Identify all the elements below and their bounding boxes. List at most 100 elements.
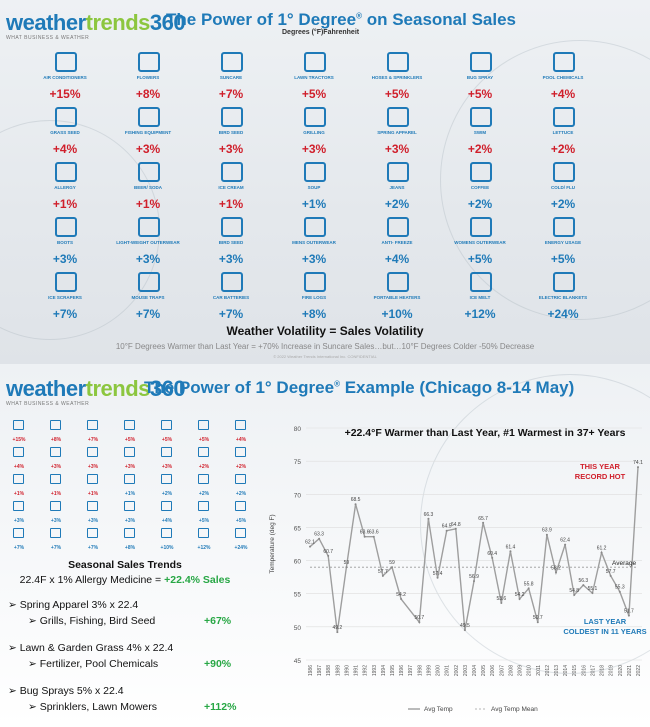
mini-product-pct: +1% [87, 491, 99, 497]
product-icon [221, 217, 243, 237]
product-label: BUG SPRAY [466, 75, 494, 80]
mini-product-pct: +4% [161, 518, 173, 524]
data-label: 60.7 [323, 549, 333, 555]
product-label: ALLERGY [54, 185, 76, 190]
mini-product-pct: +1% [50, 491, 62, 497]
data-label: 63.9 [542, 528, 552, 534]
mini-product-icon [124, 501, 135, 511]
mini-product-cell: +5% [226, 501, 256, 529]
product-cell: POOL CHEMICALS +4% [524, 52, 602, 108]
annotation-this-year: THIS YEAR [580, 462, 620, 471]
data-label: 66.3 [424, 512, 434, 518]
data-label: 59 [344, 560, 350, 566]
data-point [418, 621, 421, 624]
data-point [637, 466, 639, 469]
mini-product-pct: +7% [87, 437, 99, 443]
product-label: AIR CONDITIONERS [43, 75, 87, 80]
mini-product-pct: +2% [235, 491, 247, 497]
product-label: WOMENS OUTERWEAR [454, 240, 506, 245]
product-label: LETTUCE [552, 130, 574, 135]
y-tick-label: 55 [294, 592, 302, 599]
product-cell: LIGHT-WEIGHT OUTERWEAR +3% [109, 217, 187, 273]
product-cell: SOUP +1% [275, 162, 353, 218]
x-tick-label: 1990 [344, 665, 350, 676]
mini-product-pct: +3% [124, 464, 136, 470]
mini-product-cell: +2% [226, 447, 256, 475]
series-line-avg-temp [309, 467, 639, 633]
product-label: GRILLING [303, 130, 325, 135]
product-icon [55, 217, 77, 237]
product-label: HOSES & SPRINKLERS [371, 75, 423, 80]
product-pct: +2% [550, 197, 576, 211]
product-label: JEANS [389, 185, 405, 190]
product-cell: CAR BATTERIES +7% [192, 272, 270, 328]
data-point [309, 545, 311, 548]
mini-product-cell: +3% [152, 447, 182, 475]
seasonal-sales-panel: weathertrends360 WHAT BUSINESS & WEATHER… [0, 0, 650, 364]
product-pct: +3% [135, 142, 161, 156]
product-cell: HOSES & SPRINKLERS +5% [358, 52, 436, 108]
product-label: SUNCARE [219, 75, 243, 80]
product-pct: +4% [550, 87, 576, 101]
product-pct: +5% [467, 252, 493, 266]
product-label: LIGHT-WEIGHT OUTERWEAR [116, 240, 180, 245]
trend-group-sub: ➢ Grills, Fishing, Bird Seed [28, 615, 156, 627]
product-cell: LETTUCE +2% [524, 107, 602, 163]
data-label: 58.2 [551, 566, 561, 572]
mini-product-pct: +3% [50, 518, 62, 524]
mini-product-icon [198, 528, 209, 538]
data-point [591, 592, 594, 595]
seasonal-sales-trends: Seasonal Sales Trends 22.4F x 1% Allergy… [0, 559, 260, 719]
mini-product-pct: +12% [197, 545, 211, 551]
data-point [618, 590, 621, 593]
product-icon [553, 217, 575, 237]
brand-logo: weathertrends360 WHAT BUSINESS & WEATHER [6, 10, 186, 41]
x-tick-label: 1995 [390, 665, 396, 676]
chicago-example-panel: weathertrends360 WHAT BUSINESS & WEATHER… [0, 364, 650, 726]
mini-product-pct: +7% [87, 545, 99, 551]
data-point [363, 535, 366, 538]
mini-product-icon [235, 474, 246, 484]
mini-product-cell: +2% [152, 474, 182, 502]
data-label: 54.2 [515, 592, 525, 598]
x-tick-label: 2003 [463, 665, 469, 676]
product-pct: +1% [301, 197, 327, 211]
data-point [427, 517, 430, 520]
product-label: FLOWERS [136, 75, 160, 80]
data-label: 57.7 [606, 569, 616, 575]
trend-group-sub: ➢ Sprinklers, Lawn Mowers [28, 701, 158, 713]
mini-product-cell: +8% [41, 420, 71, 448]
x-tick-label: 2013 [554, 665, 560, 676]
product-cell: ELECTRIC BLANKETS +24% [524, 272, 602, 328]
x-tick-label: 1988 [326, 665, 332, 676]
product-cell: ENERGY USAGE +5% [524, 217, 602, 273]
product-pct: +1% [52, 197, 78, 211]
product-label: ICE MELT [469, 295, 491, 300]
mini-product-icon [50, 501, 61, 511]
mini-product-pct: +2% [198, 491, 210, 497]
x-tick-label: 1998 [417, 665, 423, 676]
trends-heading: Seasonal Sales Trends [68, 559, 182, 571]
mini-product-pct: +3% [87, 518, 99, 524]
product-cell: ICE CREAM +1% [192, 162, 270, 218]
product-cell: GRILLING +3% [275, 107, 353, 163]
product-icon [470, 217, 492, 237]
mini-product-pct: +5% [198, 518, 210, 524]
mini-product-pct: +2% [161, 491, 173, 497]
data-label: 68.5 [351, 497, 361, 503]
product-icon [553, 162, 575, 182]
product-label: CAR BATTERIES [212, 295, 250, 300]
mini-product-pct: +3% [50, 464, 62, 470]
mini-product-cell: +1% [41, 474, 71, 502]
annotation-average: Average [612, 560, 636, 567]
data-point [454, 527, 457, 530]
mini-product-icon [13, 420, 24, 430]
product-pct: +5% [301, 87, 327, 101]
data-point [354, 503, 357, 506]
x-tick-label: 2002 [454, 665, 460, 676]
x-tick-label: 1987 [317, 665, 323, 676]
x-tick-label: 1994 [381, 665, 387, 676]
product-cell: BOOTS +3% [26, 217, 104, 273]
x-tick-label: 2008 [508, 665, 514, 676]
mini-product-cell: +3% [4, 501, 34, 529]
